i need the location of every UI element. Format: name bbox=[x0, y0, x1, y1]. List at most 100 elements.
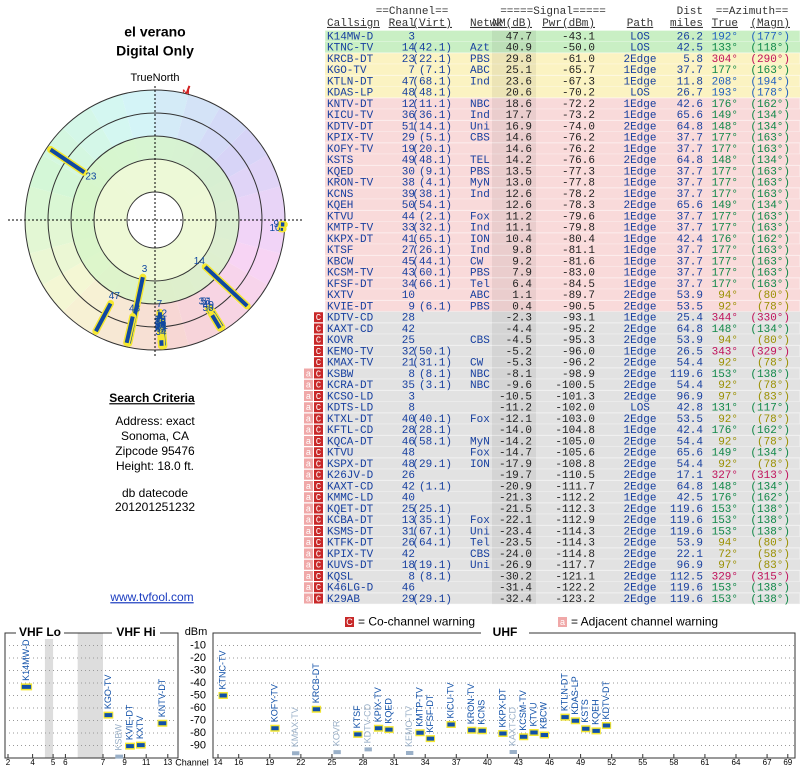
cell-dist: 119.6 bbox=[670, 515, 703, 527]
warning-key: C bbox=[316, 471, 322, 481]
cell-virt: (42.1) bbox=[412, 43, 452, 55]
location-title: el verano bbox=[124, 24, 185, 40]
cell-virt: (3.1) bbox=[419, 380, 452, 392]
cell-nm: -23.4 bbox=[499, 526, 532, 538]
cell-pwr: -76.6 bbox=[562, 155, 595, 167]
warning-box bbox=[314, 526, 323, 536]
station-label: KMAX-TV bbox=[290, 707, 300, 747]
cell-netwk: Ind bbox=[470, 245, 490, 257]
cell-real: 26 bbox=[402, 470, 415, 482]
band-label-bg bbox=[16, 627, 64, 639]
warning-box bbox=[304, 424, 313, 435]
cell-netwk: CW bbox=[470, 256, 484, 268]
cell-nm: -21.5 bbox=[499, 504, 532, 516]
cell-path: 2Edge bbox=[623, 335, 656, 347]
cell-nm: -19.7 bbox=[499, 470, 532, 482]
cell-true: 192° bbox=[712, 31, 738, 43]
warning-box bbox=[304, 481, 313, 491]
column-header: Pwr(dBm) bbox=[542, 18, 595, 30]
station-channel: 47 bbox=[109, 291, 121, 302]
signal-bar bbox=[592, 728, 600, 733]
y-tick-label: -90 bbox=[190, 739, 206, 751]
row-background bbox=[325, 581, 800, 593]
row-background bbox=[325, 491, 800, 503]
cell-callsign: KNTV-DT bbox=[327, 99, 374, 111]
row-background bbox=[324, 592, 800, 605]
cell-pwr: -67.3 bbox=[562, 76, 595, 88]
cell-pwr: -93.1 bbox=[562, 313, 595, 325]
cell-callsign: KCBA-DT bbox=[327, 515, 374, 527]
x-tick-label: 5 bbox=[51, 758, 56, 767]
cell-path: 2Edge bbox=[623, 200, 656, 212]
cell-pwr: -103.0 bbox=[555, 414, 595, 426]
signal-cell bbox=[492, 97, 536, 110]
warning-key: C bbox=[316, 336, 322, 346]
cell-real: 12 bbox=[402, 99, 415, 111]
cell-true: 176° bbox=[712, 234, 738, 246]
cell-virt: (58.1) bbox=[412, 436, 452, 448]
cell-true: 72° bbox=[718, 549, 738, 561]
cell-path: 1Edge bbox=[623, 211, 656, 223]
row-background bbox=[325, 266, 800, 278]
station-channel: 38 bbox=[155, 317, 167, 328]
station-channel: 9 bbox=[274, 219, 280, 230]
column-header: (Virt) bbox=[412, 18, 452, 30]
warning-key: a bbox=[306, 561, 312, 571]
cell-virt: (44.1) bbox=[412, 256, 452, 268]
cell-callsign: KTFK-DT bbox=[327, 538, 374, 550]
cell-path: 1Edge bbox=[623, 268, 656, 280]
warning-box bbox=[304, 391, 313, 401]
cell-netwk: CW bbox=[470, 358, 484, 370]
cell-pwr: -79.8 bbox=[562, 223, 595, 235]
cell-dist: 26.2 bbox=[677, 31, 703, 43]
cell-real: 23 bbox=[402, 54, 415, 66]
cell-callsign: KDTS-LD bbox=[327, 403, 374, 415]
cell-path: 1Edge bbox=[623, 65, 656, 77]
signal-bar bbox=[499, 731, 507, 736]
signal-bar bbox=[364, 747, 372, 752]
station-channel: 41 bbox=[157, 321, 169, 332]
group-header: ==Azimuth== bbox=[716, 6, 789, 18]
warning-key: a bbox=[306, 583, 312, 593]
cell-path: 1Edge bbox=[623, 166, 656, 178]
signal-cell bbox=[492, 199, 536, 211]
cell-real: 48 bbox=[402, 448, 415, 460]
cell-dist: 119.6 bbox=[670, 594, 703, 606]
cell-dist: 25.4 bbox=[677, 313, 704, 325]
station-channel: 50 bbox=[203, 303, 215, 314]
cell-virt: (2.1) bbox=[419, 211, 452, 223]
x-tick-label: 28 bbox=[359, 758, 368, 767]
cell-pwr: -73.2 bbox=[562, 110, 595, 122]
cell-path: 2Edge bbox=[623, 448, 656, 460]
x-tick-label: 40 bbox=[483, 758, 492, 767]
cell-magn: (138°) bbox=[750, 594, 790, 606]
station-channel: 49 bbox=[203, 300, 215, 311]
x-tick-label: 19 bbox=[265, 758, 274, 767]
cell-netwk: TEL bbox=[470, 155, 490, 167]
station-label: KDTV-CD bbox=[363, 703, 373, 743]
row-background bbox=[325, 109, 800, 121]
cell-virt: (9.1) bbox=[419, 166, 452, 178]
cell-path: 2Edge bbox=[623, 54, 656, 66]
cell-callsign: KICU-TV bbox=[327, 110, 374, 122]
warning-box bbox=[314, 424, 323, 435]
cell-callsign: KPIX-TV bbox=[327, 549, 374, 561]
warning-box bbox=[304, 436, 313, 446]
cell-callsign: KSBW bbox=[327, 369, 354, 381]
site-link[interactable]: www.tvfool.com bbox=[109, 590, 193, 604]
cell-dist: 42.4 bbox=[677, 425, 704, 437]
cell-nm: -23.5 bbox=[499, 538, 532, 550]
cell-path: 2Edge bbox=[623, 583, 656, 595]
cell-netwk: PBS bbox=[470, 166, 490, 178]
warning-key: C bbox=[316, 369, 322, 379]
cell-nm: 6.4 bbox=[512, 279, 532, 291]
cell-real: 28 bbox=[402, 313, 415, 325]
cell-magn: (78°) bbox=[757, 380, 790, 392]
warning-box bbox=[304, 469, 313, 480]
station-channel: 29 bbox=[155, 315, 167, 326]
cell-magn: (80°) bbox=[757, 538, 790, 550]
signal-cell bbox=[492, 86, 536, 98]
warning-box bbox=[304, 514, 313, 525]
cell-magn: (80°) bbox=[757, 335, 790, 347]
band-label: UHF bbox=[493, 625, 518, 639]
